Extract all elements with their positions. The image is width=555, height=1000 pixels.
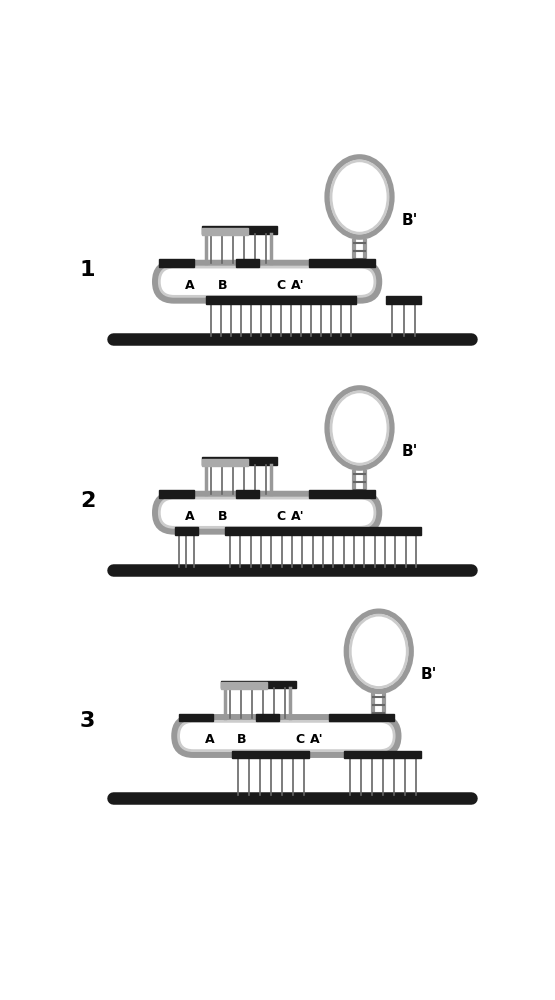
Bar: [201, 228, 248, 235]
Bar: [233, 751, 310, 758]
Text: C: C: [295, 733, 304, 746]
Text: B': B': [402, 213, 418, 228]
Text: A: A: [185, 510, 195, 523]
Text: 3: 3: [80, 711, 95, 731]
Text: C: C: [276, 279, 285, 292]
Text: B': B': [421, 667, 437, 682]
Text: B: B: [238, 733, 247, 746]
Bar: [386, 296, 421, 304]
Bar: [255, 714, 279, 721]
Bar: [344, 751, 421, 758]
Bar: [236, 490, 259, 498]
Bar: [201, 226, 277, 234]
Bar: [221, 681, 296, 688]
Text: A': A': [291, 279, 305, 292]
Text: A: A: [205, 733, 214, 746]
Bar: [236, 259, 259, 267]
Bar: [205, 296, 356, 304]
Bar: [201, 457, 277, 465]
Text: C: C: [276, 510, 285, 523]
Bar: [225, 527, 421, 535]
Bar: [179, 714, 213, 721]
Text: 2: 2: [80, 491, 95, 511]
Text: B: B: [218, 510, 228, 523]
Bar: [159, 259, 194, 267]
Text: B: B: [218, 279, 228, 292]
Bar: [310, 259, 375, 267]
Bar: [329, 714, 394, 721]
Bar: [201, 459, 248, 466]
Text: A': A': [291, 510, 305, 523]
Bar: [221, 682, 268, 689]
Bar: [159, 490, 194, 498]
Text: A': A': [310, 733, 324, 746]
Text: 1: 1: [80, 260, 95, 280]
Bar: [310, 490, 375, 498]
Text: A: A: [185, 279, 195, 292]
Text: B': B': [402, 444, 418, 459]
Bar: [175, 527, 198, 535]
